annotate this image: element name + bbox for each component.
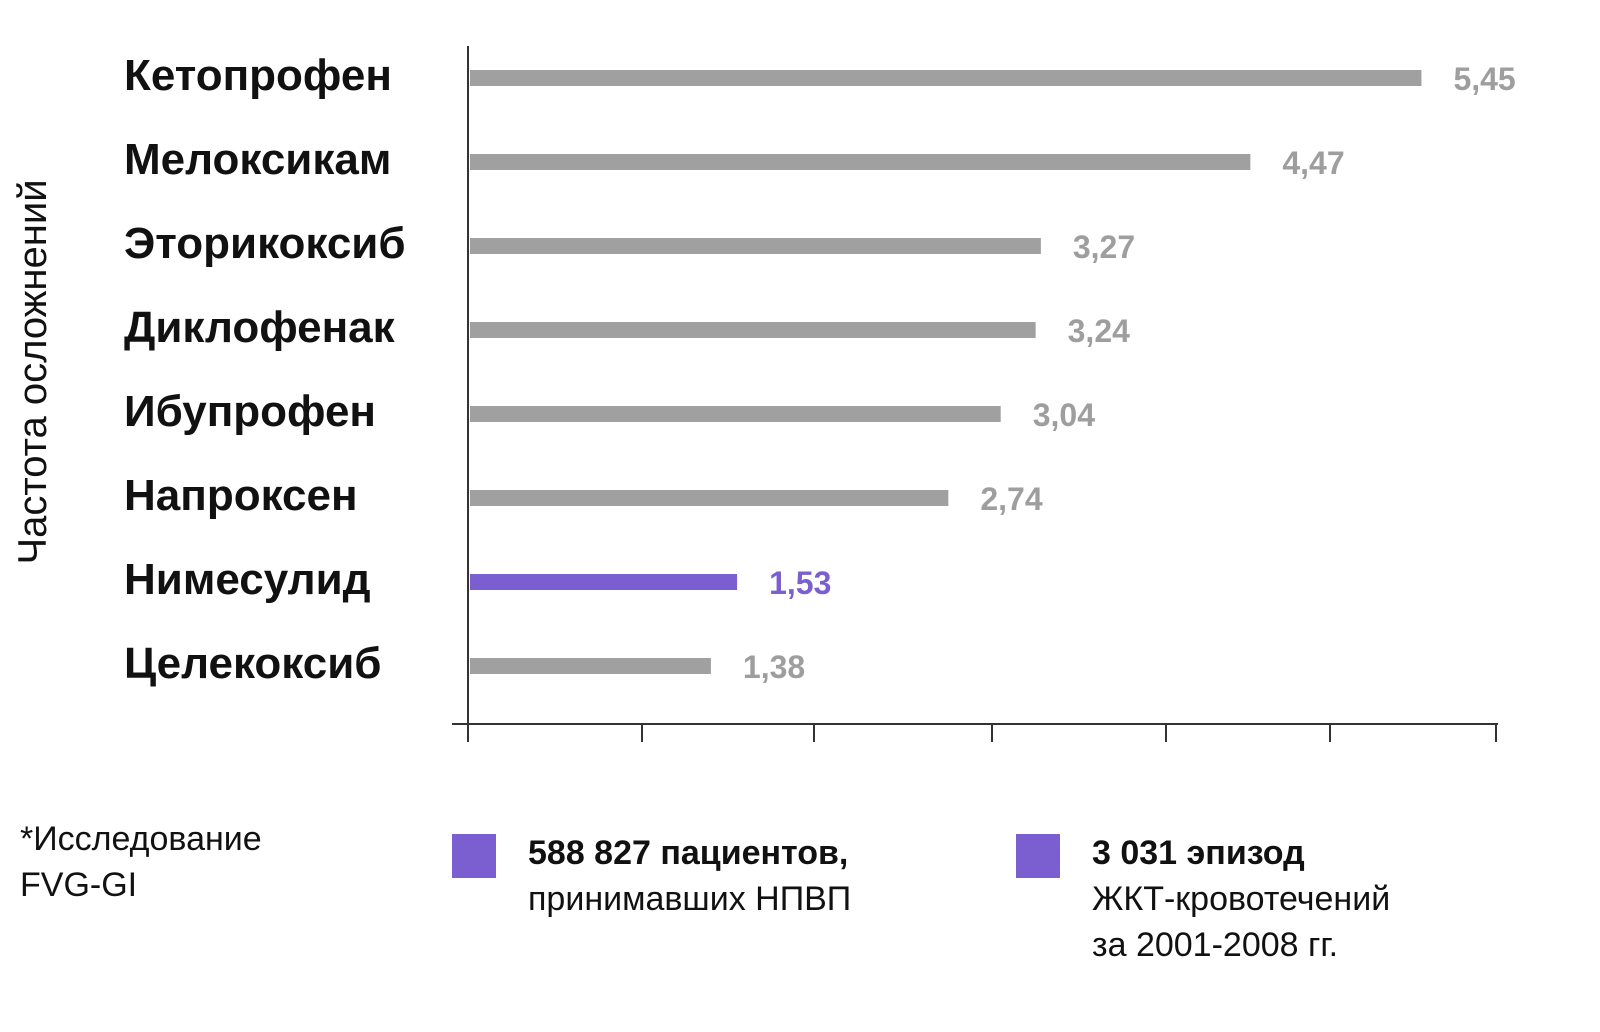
x-axis-ticks (467, 724, 1497, 742)
bars (470, 70, 1422, 674)
category-label: Ибупрофен (124, 387, 376, 436)
bar (470, 490, 949, 506)
category-label: Напроксен (124, 471, 358, 520)
legend-patients-line2: принимавших НПВП (528, 880, 852, 918)
legend-episodes-line2: ЖКТ-кровотечений (1092, 880, 1391, 918)
bar (470, 238, 1041, 254)
category-labels: Кетопрофен Мелоксикам Эторикоксиб Диклофена… (124, 51, 406, 688)
bar (470, 70, 1422, 86)
study-note: *Исследование FVG-GI (20, 816, 262, 908)
value-label: 3,04 (1033, 397, 1095, 433)
category-label: Кетопрофен (124, 51, 392, 100)
value-label: 2,74 (980, 481, 1042, 517)
category-label: Нимесулид (124, 555, 371, 604)
value-label: 1,38 (743, 649, 805, 685)
legend-episodes-bold: 3 031 эпизод (1092, 834, 1305, 872)
study-note-line2: FVG-GI (20, 866, 138, 904)
bar (470, 322, 1036, 338)
category-label: Диклофенак (124, 303, 396, 352)
category-label: Эторикоксиб (124, 219, 406, 268)
value-label: 3,24 (1068, 313, 1130, 349)
value-labels: 5,45 4,47 3,27 3,24 3,04 2,74 1,53 1,38 (743, 61, 1516, 685)
legend-patients-bold: 588 827 пациентов, (528, 834, 849, 872)
legend-swatch (452, 834, 496, 878)
y-axis-label: Частота осложнений (11, 179, 55, 564)
value-label: 1,53 (769, 565, 831, 601)
bar (470, 406, 1001, 422)
category-label: Целекоксиб (124, 639, 381, 688)
value-label: 4,47 (1282, 145, 1344, 181)
bar (470, 154, 1251, 170)
value-label: 5,45 (1453, 61, 1515, 97)
study-note-line1: *Исследование (20, 820, 262, 858)
legend-swatch (1016, 834, 1060, 878)
legend-episodes-line3: за 2001-2008 гг. (1092, 926, 1339, 964)
value-label: 3,27 (1073, 229, 1135, 265)
category-label: Мелоксикам (124, 135, 391, 184)
bar (470, 658, 711, 674)
bar (470, 574, 738, 590)
bar-chart: Частота осложнений Кетопрофен Мелоксикам Э… (11, 46, 1516, 742)
